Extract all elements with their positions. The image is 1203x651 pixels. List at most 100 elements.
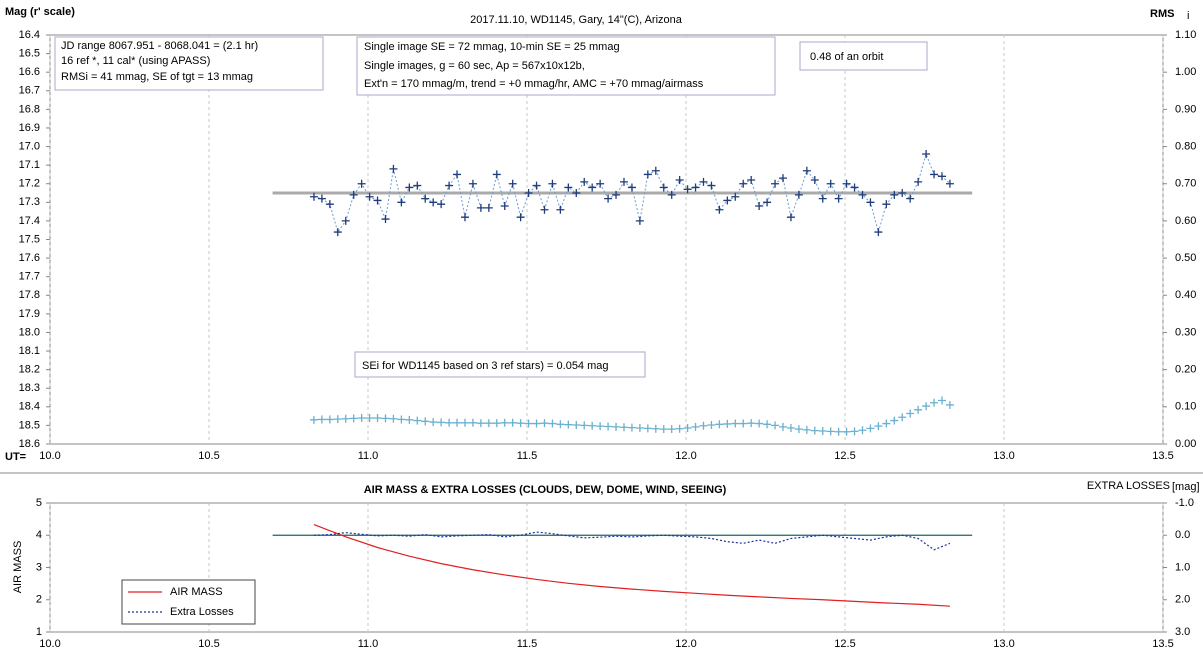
data-point bbox=[922, 149, 931, 158]
data-point bbox=[635, 424, 644, 433]
data-point bbox=[810, 176, 819, 185]
series-line bbox=[313, 531, 951, 551]
data-point bbox=[755, 419, 764, 428]
y-tick-label: 17.1 bbox=[19, 159, 40, 171]
data-point bbox=[540, 205, 549, 214]
data-point bbox=[532, 419, 541, 428]
x-tick-label: 11.0 bbox=[358, 450, 379, 462]
data-point bbox=[421, 194, 430, 203]
data-point bbox=[468, 418, 477, 427]
data-point bbox=[317, 194, 326, 203]
y-tick-label: 4 bbox=[36, 529, 42, 541]
data-point bbox=[930, 170, 939, 179]
data-point bbox=[755, 202, 764, 211]
data-point bbox=[588, 183, 597, 192]
x-tick-label: 12.0 bbox=[675, 638, 696, 650]
data-point bbox=[715, 420, 724, 429]
data-point bbox=[945, 400, 954, 409]
data-point bbox=[397, 198, 406, 207]
annotation-text: JD range 8067.951 - 8068.041 = (2.1 hr) bbox=[61, 40, 258, 52]
data-point bbox=[699, 421, 708, 430]
data-point bbox=[341, 414, 350, 423]
data-point bbox=[651, 166, 660, 175]
y2-tick-label: 0.90 bbox=[1175, 103, 1196, 115]
data-point bbox=[659, 425, 668, 434]
data-point bbox=[548, 179, 557, 188]
data-point bbox=[619, 177, 628, 186]
legend-label: AIR MASS bbox=[170, 586, 223, 598]
data-point bbox=[627, 183, 636, 192]
x-tick-label: 13.5 bbox=[1152, 450, 1173, 462]
data-point bbox=[460, 213, 469, 222]
data-point bbox=[715, 205, 724, 214]
data-point bbox=[612, 422, 621, 431]
data-point bbox=[930, 398, 939, 407]
x-tick-label: 10.5 bbox=[198, 638, 219, 650]
data-point bbox=[945, 179, 954, 188]
data-point bbox=[794, 425, 803, 434]
annotation-text: RMSi = 41 mmag, SE of tgt = 13 mmag bbox=[61, 71, 253, 83]
data-point bbox=[492, 170, 501, 179]
data-point bbox=[890, 190, 899, 199]
data-point bbox=[508, 418, 517, 427]
data-point bbox=[691, 422, 700, 431]
annotation-text: Ext'n = 170 mmag/m, trend = +0 mmag/hr, … bbox=[364, 78, 704, 90]
y2-tick-label: 0.00 bbox=[1175, 438, 1196, 450]
data-point bbox=[763, 420, 772, 429]
data-point bbox=[914, 405, 923, 414]
data-point bbox=[635, 216, 644, 225]
data-point bbox=[763, 198, 772, 207]
y-tick-label: 18.5 bbox=[19, 419, 40, 431]
data-point bbox=[667, 190, 676, 199]
data-point bbox=[413, 416, 422, 425]
data-point bbox=[818, 194, 827, 203]
y-tick-label: 17.0 bbox=[19, 140, 40, 152]
data-point bbox=[325, 200, 334, 209]
data-point bbox=[914, 177, 923, 186]
data-point bbox=[381, 414, 390, 423]
data-point bbox=[365, 192, 374, 201]
y-tick-label: 2 bbox=[36, 594, 42, 606]
data-point bbox=[818, 426, 827, 435]
x-tick-label: 13.0 bbox=[993, 450, 1014, 462]
data-point bbox=[484, 203, 493, 212]
annotation-text: 0.48 of an orbit bbox=[810, 51, 883, 63]
data-point bbox=[794, 190, 803, 199]
data-point bbox=[612, 190, 621, 199]
data-point bbox=[731, 419, 740, 428]
y2-tick-label: 2.0 bbox=[1175, 594, 1190, 606]
x-tick-label: 11.0 bbox=[358, 638, 379, 650]
annotation-text: Single image SE = 72 mmag, 10-min SE = 2… bbox=[364, 41, 620, 53]
data-point bbox=[659, 183, 668, 192]
y-tick-label: 17.4 bbox=[19, 215, 40, 227]
y-tick-label: 16.9 bbox=[19, 122, 40, 134]
data-point bbox=[556, 420, 565, 429]
series-line bbox=[313, 524, 950, 607]
data-point bbox=[802, 425, 811, 434]
data-point bbox=[643, 170, 652, 179]
data-point bbox=[747, 176, 756, 185]
annotation-box bbox=[799, 41, 928, 71]
data-point bbox=[723, 196, 732, 205]
y2-axis-unit: [mag] bbox=[1172, 481, 1200, 493]
y-tick-label: 16.5 bbox=[19, 47, 40, 59]
data-point bbox=[937, 396, 946, 405]
data-point bbox=[683, 185, 692, 194]
data-point bbox=[437, 200, 446, 209]
data-point bbox=[468, 179, 477, 188]
data-point bbox=[810, 426, 819, 435]
data-point bbox=[317, 415, 326, 424]
y2-tick-label: 0.20 bbox=[1175, 364, 1196, 376]
data-point bbox=[778, 174, 787, 183]
chart-title: AIR MASS & EXTRA LOSSES (CLOUDS, DEW, DO… bbox=[364, 484, 727, 496]
data-point bbox=[445, 181, 454, 190]
data-point bbox=[627, 423, 636, 432]
y2-tick-label: 0.40 bbox=[1175, 289, 1196, 301]
data-point bbox=[333, 415, 342, 424]
legend-box bbox=[121, 579, 256, 625]
data-point bbox=[476, 419, 485, 428]
data-point bbox=[866, 424, 875, 433]
data-point bbox=[548, 419, 557, 428]
y2-tick-label: 1.0 bbox=[1175, 561, 1190, 573]
y-tick-label: 17.7 bbox=[19, 271, 40, 283]
